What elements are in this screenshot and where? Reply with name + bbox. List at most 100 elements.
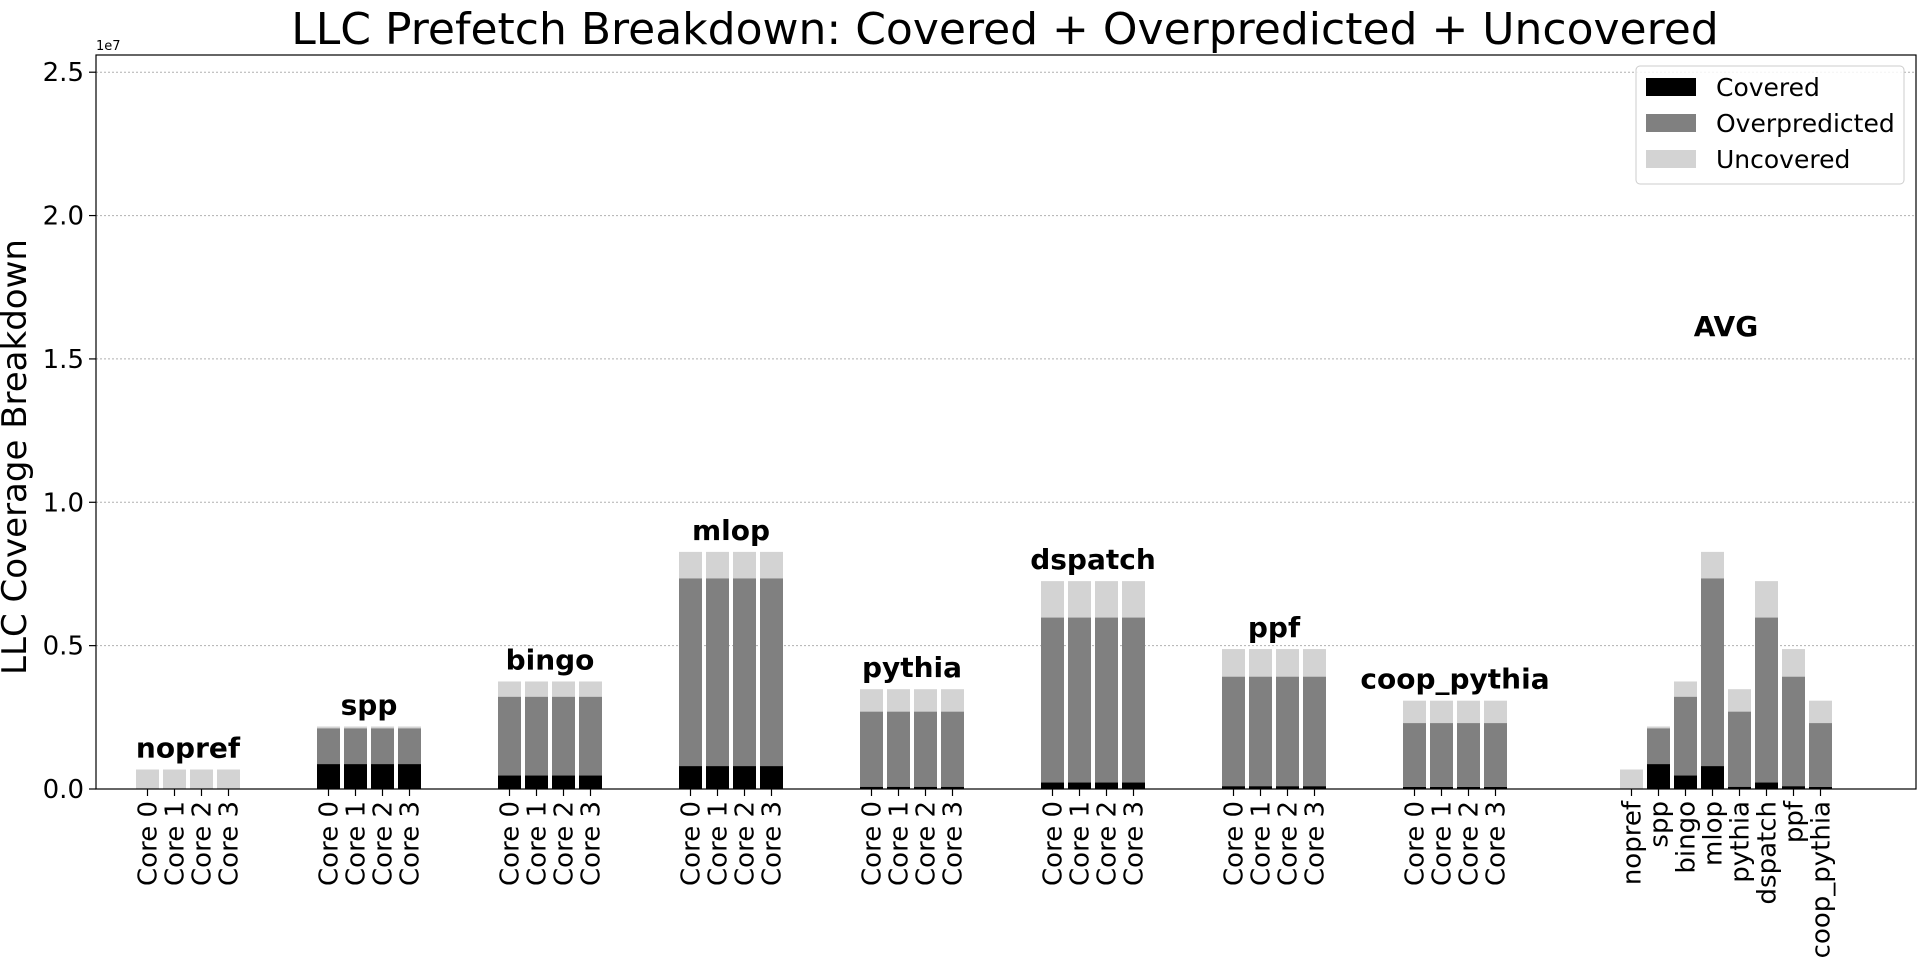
group-label: ppf <box>1248 611 1301 644</box>
covered-segment <box>1755 782 1778 789</box>
uncovered-segment <box>190 769 213 789</box>
covered-segment <box>1303 786 1326 789</box>
covered-segment <box>679 766 702 789</box>
legend: Covered Overpredicted Uncovered <box>1635 65 1905 185</box>
plot-frame <box>95 54 1917 790</box>
overpredicted-segment <box>1782 676 1805 787</box>
chart-title: LLC Prefetch Breakdown: Covered + Overpr… <box>291 4 1718 55</box>
overpredicted-segment <box>1728 711 1751 787</box>
x-tick-label: Core 3 <box>1301 801 1331 886</box>
group-label: coop_pythia <box>1360 663 1549 696</box>
bars <box>136 551 1832 789</box>
x-tick-label: Core 3 <box>577 801 607 886</box>
overpredicted-segment <box>398 728 421 765</box>
overpredicted-segment <box>1809 723 1832 787</box>
uncovered-segment <box>1430 700 1453 724</box>
covered-segment <box>1484 786 1507 789</box>
covered-segment <box>498 775 521 789</box>
group-label: nopref <box>136 732 241 765</box>
covered-segment <box>1782 786 1805 789</box>
x-tick-label: Core 0 <box>1220 801 1250 886</box>
uncovered-segment <box>1809 700 1832 724</box>
x-tick-label: ppf <box>1780 800 1810 843</box>
legend-frame <box>1635 65 1905 185</box>
uncovered-segment <box>1041 581 1064 618</box>
legend-swatch <box>1646 78 1696 96</box>
x-tick-label: Core 1 <box>1428 801 1458 886</box>
uncovered-segment <box>1222 649 1245 677</box>
covered-segment <box>860 786 883 789</box>
uncovered-segment <box>579 681 602 697</box>
covered-segment <box>1674 775 1697 789</box>
covered-segment <box>1701 766 1724 789</box>
overpredicted-segment <box>1647 728 1670 765</box>
overpredicted-segment <box>317 728 340 765</box>
x-tick-label: Core 1 <box>342 801 372 886</box>
x-tick-label: Core 2 <box>912 801 942 886</box>
uncovered-segment <box>398 726 421 729</box>
covered-segment <box>1276 786 1299 789</box>
overpredicted-segment <box>1701 578 1724 767</box>
x-tick-label: Core 3 <box>939 801 969 886</box>
uncovered-segment <box>1095 581 1118 618</box>
overpredicted-segment <box>887 711 910 787</box>
y-tick-label: 0.0 <box>43 775 84 805</box>
overpredicted-segment <box>679 578 702 767</box>
overpredicted-segment <box>733 578 756 767</box>
covered-segment <box>317 764 340 789</box>
uncovered-segment <box>552 681 575 697</box>
x-tick-label: Core 0 <box>858 801 888 886</box>
overpredicted-segment <box>1484 723 1507 787</box>
group-label: spp <box>341 689 398 722</box>
x-tick-label: Core 3 <box>758 801 788 886</box>
uncovered-segment <box>1755 581 1778 618</box>
uncovered-segment <box>317 726 340 729</box>
overpredicted-segment <box>1276 676 1299 787</box>
x-tick-label: Core 2 <box>731 801 761 886</box>
uncovered-segment <box>136 769 159 789</box>
uncovered-segment <box>887 689 910 712</box>
x-tick-label: Core 1 <box>885 801 915 886</box>
x-tick-label: Core 1 <box>1247 801 1277 886</box>
x-tick-label: Core 2 <box>1455 801 1485 886</box>
overpredicted-segment <box>1122 617 1145 783</box>
group-label: AVG <box>1694 310 1758 343</box>
uncovered-segment <box>344 726 367 729</box>
covered-segment <box>1647 764 1670 789</box>
covered-segment <box>1041 782 1064 789</box>
covered-segment <box>552 775 575 789</box>
group-label: dspatch <box>1030 543 1156 576</box>
legend-label: Covered <box>1716 73 1820 102</box>
x-tick-label: Core 2 <box>188 801 218 886</box>
uncovered-segment <box>525 681 548 697</box>
covered-segment <box>371 764 394 789</box>
uncovered-segment <box>217 769 240 789</box>
covered-segment <box>1249 786 1272 789</box>
y-axis-label: LLC Coverage Breakdown <box>0 239 35 675</box>
x-tick-label: Core 2 <box>1274 801 1304 886</box>
overpredicted-segment <box>1303 676 1326 787</box>
overpredicted-segment <box>1755 617 1778 783</box>
x-tick-label: Core 3 <box>215 801 245 886</box>
covered-segment <box>579 775 602 789</box>
overpredicted-segment <box>1674 696 1697 776</box>
uncovered-segment <box>1276 649 1299 677</box>
uncovered-segment <box>1403 700 1426 724</box>
covered-segment <box>1095 782 1118 789</box>
overpredicted-segment <box>706 578 729 767</box>
uncovered-segment <box>1728 689 1751 712</box>
x-tick-label: Core 1 <box>1066 801 1096 886</box>
uncovered-segment <box>733 551 756 579</box>
x-tick-label: bingo <box>1672 801 1702 874</box>
covered-segment <box>1403 786 1426 789</box>
uncovered-segment <box>1674 681 1697 697</box>
x-tick-label: Core 3 <box>396 801 426 886</box>
x-tick-label: Core 0 <box>496 801 526 886</box>
covered-segment <box>914 786 937 789</box>
overpredicted-segment <box>760 578 783 767</box>
x-tick-label: Core 0 <box>315 801 345 886</box>
uncovered-segment <box>1249 649 1272 677</box>
legend-swatch <box>1646 150 1696 168</box>
x-tick-label: Core 0 <box>1401 801 1431 886</box>
